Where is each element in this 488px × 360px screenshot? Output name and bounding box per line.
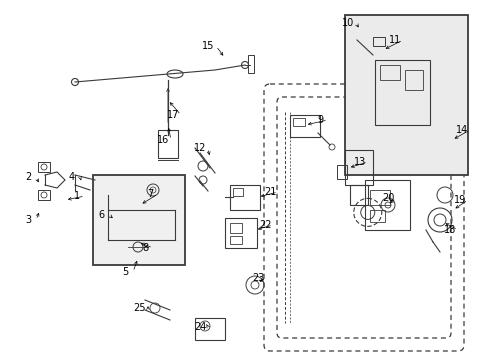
Text: 15: 15 <box>202 41 214 51</box>
Bar <box>229 236 242 244</box>
Bar <box>364 180 409 230</box>
Bar <box>158 130 178 158</box>
Bar <box>289 115 319 137</box>
Text: 9: 9 <box>316 115 323 125</box>
Bar <box>369 210 384 222</box>
Text: 20: 20 <box>381 193 393 203</box>
Bar <box>229 185 260 210</box>
Text: 14: 14 <box>455 125 467 135</box>
Bar <box>345 15 467 175</box>
Bar <box>229 223 242 233</box>
Text: 25: 25 <box>134 303 146 313</box>
Text: 18: 18 <box>443 225 455 235</box>
Text: 2: 2 <box>25 172 31 182</box>
Bar <box>38 190 50 200</box>
Bar <box>349 185 367 205</box>
Bar <box>345 150 372 185</box>
Text: 10: 10 <box>341 18 353 28</box>
Bar <box>195 318 224 340</box>
Text: 24: 24 <box>193 322 206 332</box>
Bar <box>374 60 429 125</box>
Bar <box>232 188 243 196</box>
Bar <box>379 65 399 80</box>
Bar <box>292 118 305 126</box>
Text: 11: 11 <box>388 35 400 45</box>
Text: 8: 8 <box>142 243 148 253</box>
Text: 13: 13 <box>353 157 366 167</box>
Bar <box>372 37 384 46</box>
Text: 6: 6 <box>98 210 104 220</box>
Bar <box>224 218 257 248</box>
Text: 22: 22 <box>258 220 271 230</box>
Text: 1: 1 <box>74 191 80 201</box>
Bar <box>93 175 184 265</box>
Text: 19: 19 <box>453 195 465 205</box>
Text: 3: 3 <box>25 215 31 225</box>
Text: 17: 17 <box>166 110 179 120</box>
Text: 16: 16 <box>157 135 169 145</box>
Text: 4: 4 <box>69 172 75 182</box>
Text: 12: 12 <box>193 143 206 153</box>
Text: 7: 7 <box>146 189 153 199</box>
Bar <box>38 162 50 172</box>
Bar <box>404 70 422 90</box>
Bar <box>369 190 389 205</box>
Text: 21: 21 <box>263 187 276 197</box>
Bar <box>247 55 253 73</box>
Text: 5: 5 <box>122 267 128 277</box>
Text: 23: 23 <box>251 273 264 283</box>
Bar <box>336 165 346 179</box>
